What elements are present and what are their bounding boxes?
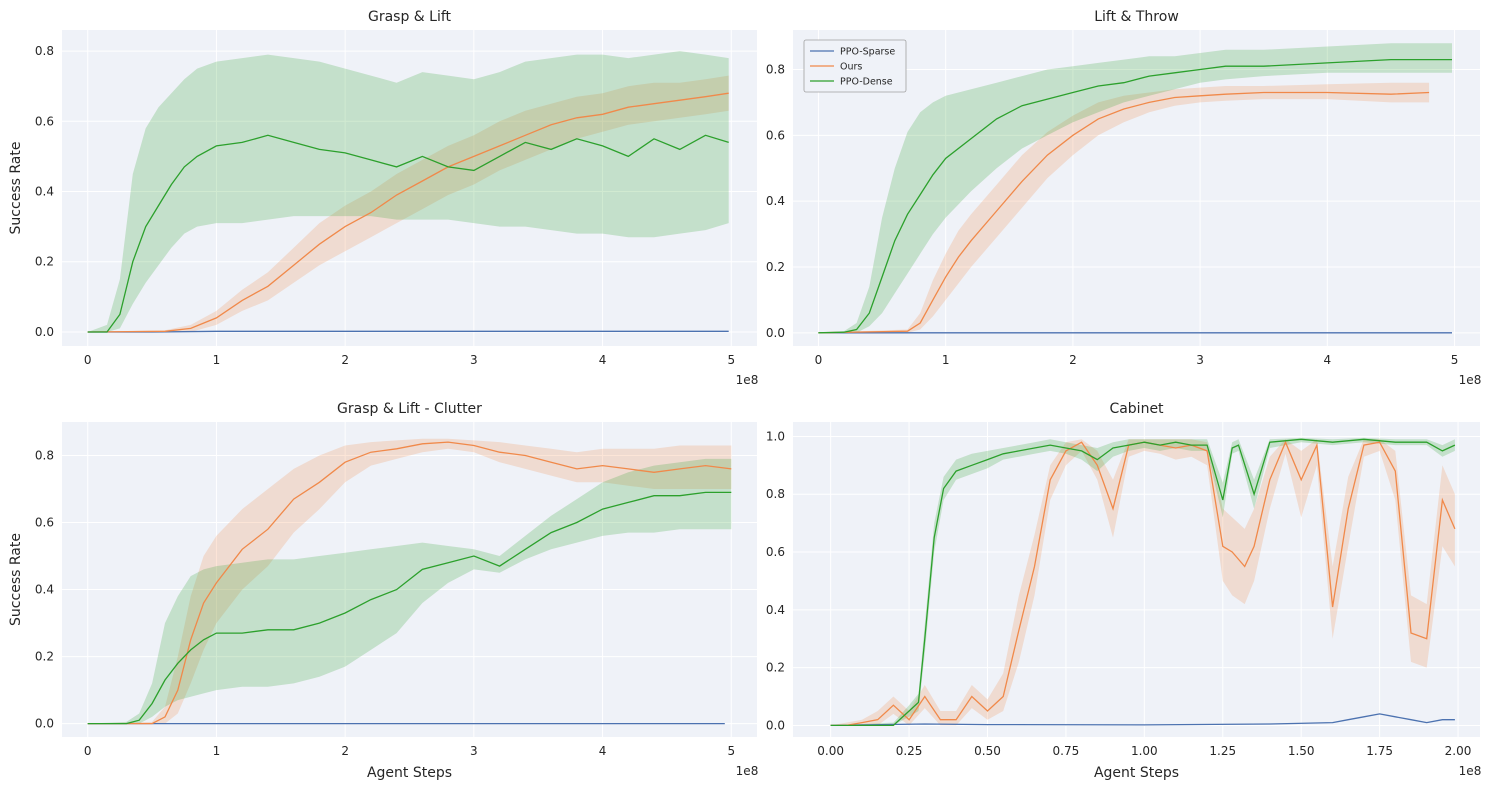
- y-tick-label: 0.4: [35, 583, 54, 597]
- y-tick-label: 0.8: [35, 44, 54, 58]
- series-line-ppo-dense: [87, 134, 729, 333]
- y-tick-label: 0.8: [766, 63, 785, 77]
- series-line-ours: [87, 92, 729, 333]
- y-tick-label: 1.0: [766, 429, 785, 443]
- x-tick-label: 2.00: [1445, 744, 1472, 758]
- x-tick-label: 4: [599, 353, 607, 367]
- series-line-ppo-sparse: [830, 713, 1455, 727]
- confidence-band-ours: [87, 438, 732, 724]
- series-line-ppo-dense: [87, 491, 732, 725]
- y-tick-label: 0.0: [35, 325, 54, 339]
- x-tick-label: 4: [599, 744, 607, 758]
- x-tick-label: 2: [1069, 353, 1077, 367]
- x-tick-label: 1: [213, 353, 221, 367]
- plot-area: [793, 422, 1480, 737]
- x-axis-multiplier: 1e8: [1459, 764, 1482, 778]
- x-tick-label: 1.00: [1131, 744, 1158, 758]
- x-tick-label: 2: [341, 353, 349, 367]
- x-tick-label: 0.00: [817, 744, 844, 758]
- legend-box: [803, 39, 907, 93]
- x-axis-multiplier: 1e8: [1459, 373, 1482, 387]
- x-tick-label: 3: [1196, 353, 1204, 367]
- subplot-title: Grasp & Lift - Clutter: [337, 401, 482, 417]
- series-line-ppo-sparse: [87, 330, 729, 333]
- x-tick-label: 1: [942, 353, 950, 367]
- y-tick-label: 0.4: [766, 603, 785, 617]
- x-tick-label: 0.75: [1053, 744, 1080, 758]
- series-line-ppo-dense: [830, 438, 1456, 727]
- y-tick-label: 0.6: [766, 128, 785, 142]
- y-tick-label: 0.4: [766, 194, 785, 208]
- subplot-2: 0 1 2 3 4 5 0.0 0.2 0.4 0.6 0.8 1e8 Grasp & Lift - C…: [8, 401, 758, 781]
- confidence-band-ppo-dense: [87, 51, 729, 332]
- x-tick-label: 0: [815, 353, 823, 367]
- series-line-ours: [818, 91, 1430, 334]
- subplot-0: 0 1 2 3 4 5 0.0 0.2 0.4 0.6 0.8 1e8 Grasp & Lift Succ…: [8, 9, 758, 387]
- y-tick-label: 0.2: [766, 661, 785, 675]
- subplot-title: Lift & Throw: [1094, 9, 1179, 25]
- subplot-3: 0.00 0.25 0.50 0.75 1.00 1.25 1.50 1.75 2.00 0.0 0…: [766, 401, 1481, 781]
- x-tick-label: 0: [84, 744, 92, 758]
- x-tick-label: 5: [727, 744, 735, 758]
- confidence-band-ppo-dense: [818, 43, 1452, 333]
- y-axis-label: Success Rate: [8, 533, 24, 626]
- y-tick-label: 0.8: [766, 487, 785, 501]
- legend-label: PPO-Sparse: [840, 47, 895, 58]
- plot-area: [793, 30, 1480, 346]
- subplot-1: 0 1 2 3 4 5 0.0 0.2 0.4 0.6 0.8 1e8 Lift & Throw PPO-…: [766, 9, 1481, 387]
- x-tick-label: 0.50: [974, 744, 1001, 758]
- y-tick-label: 0.6: [766, 545, 785, 559]
- y-axis-label: Success Rate: [8, 142, 24, 235]
- x-tick-label: 1: [213, 744, 221, 758]
- y-tick-label: 0.6: [35, 114, 54, 128]
- y-tick-label: 0.2: [35, 255, 54, 269]
- x-tick-label: 1.50: [1288, 744, 1315, 758]
- x-axis-multiplier: 1e8: [736, 764, 759, 778]
- y-tick-label: 0.0: [766, 718, 785, 732]
- x-tick-label: 0: [84, 353, 92, 367]
- legend-label: PPO-Dense: [840, 77, 893, 88]
- legend-label: Ours: [840, 62, 862, 73]
- y-tick-label: 0.0: [35, 717, 54, 731]
- x-tick-label: 0.25: [896, 744, 923, 758]
- x-tick-label: 5: [727, 353, 735, 367]
- x-axis-label: Agent Steps: [1094, 765, 1179, 781]
- x-tick-label: 3: [470, 353, 478, 367]
- y-tick-label: 0.8: [35, 449, 54, 463]
- x-tick-label: 1.75: [1366, 744, 1393, 758]
- x-tick-label: 2: [341, 744, 349, 758]
- x-axis-multiplier: 1e8: [736, 373, 759, 387]
- x-tick-label: 1.25: [1209, 744, 1236, 758]
- x-tick-label: 5: [1451, 353, 1459, 367]
- confidence-band-ours: [87, 75, 729, 332]
- y-tick-label: 0.0: [766, 326, 785, 340]
- y-tick-label: 0.6: [35, 516, 54, 530]
- y-tick-label: 0.4: [35, 185, 54, 199]
- x-axis-label: Agent Steps: [367, 765, 452, 781]
- y-tick-label: 0.2: [35, 650, 54, 664]
- x-tick-label: 4: [1324, 353, 1332, 367]
- subplot-title: Grasp & Lift: [368, 9, 452, 25]
- x-tick-label: 3: [470, 744, 478, 758]
- series-line-ours: [87, 441, 732, 725]
- series-line-ppo-dense: [818, 58, 1452, 334]
- y-tick-label: 0.2: [766, 260, 785, 274]
- subplot-title: Cabinet: [1109, 401, 1164, 417]
- legend: PPO-Sparse Ours PPO-Dense: [803, 39, 907, 93]
